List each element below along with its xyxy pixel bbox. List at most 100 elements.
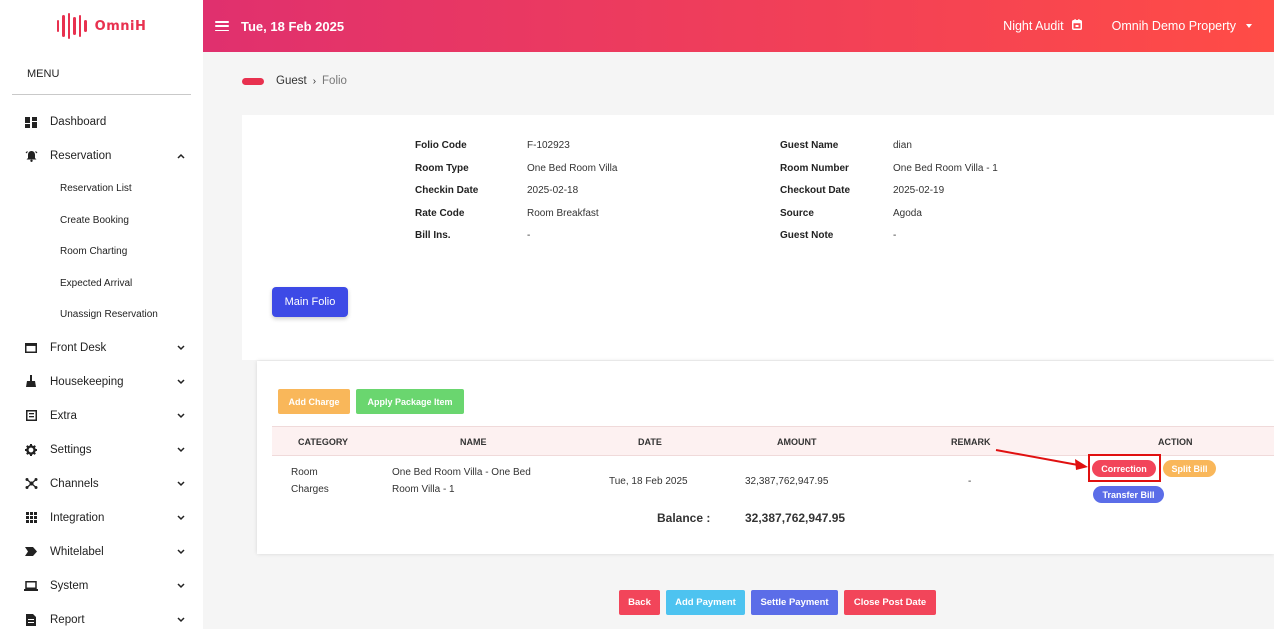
sidebar-item-reservation[interactable]: Reservation bbox=[0, 139, 203, 173]
chevron-down-icon bbox=[176, 479, 186, 489]
col-remark: REMARK bbox=[951, 437, 991, 447]
calendar-icon bbox=[1071, 19, 1082, 33]
report-icon bbox=[24, 613, 38, 627]
bill-ins-label: Bill Ins. bbox=[415, 230, 451, 241]
header-right: Night Audit Omnih Demo Property bbox=[1003, 19, 1274, 33]
guest-name-value: dian bbox=[893, 140, 912, 151]
menu-divider bbox=[12, 94, 191, 95]
bill-ins-value: - bbox=[527, 230, 531, 241]
checkout-date-value: 2025-02-19 bbox=[893, 185, 945, 196]
balance-value: 32,387,762,947.95 bbox=[745, 511, 846, 525]
sidebar-item-housekeeping[interactable]: Housekeeping bbox=[0, 365, 203, 399]
hamburger-icon[interactable] bbox=[215, 21, 229, 31]
guest-note-value: - bbox=[893, 230, 897, 241]
chevron-down-icon bbox=[176, 343, 186, 353]
source-value: Agoda bbox=[893, 208, 922, 219]
chevron-down-icon bbox=[176, 445, 186, 455]
row-date: Tue, 18 Feb 2025 bbox=[609, 476, 688, 487]
split-bill-button[interactable]: Split Bill bbox=[1163, 460, 1216, 477]
charges-table-header: CATEGORY NAME DATE AMOUNT REMARK ACTION bbox=[272, 426, 1274, 456]
sidebar-item-system[interactable]: System bbox=[0, 569, 203, 603]
omnih-logo-icon bbox=[56, 13, 87, 39]
folio-code-value: F-102923 bbox=[527, 140, 570, 151]
chevron-down-icon bbox=[176, 581, 186, 591]
main-folio-tab[interactable]: Main Folio bbox=[272, 287, 348, 317]
back-button[interactable]: Back bbox=[619, 590, 660, 615]
row-remark: - bbox=[968, 476, 972, 487]
sidebar-subitem-reservation-list[interactable]: Reservation List bbox=[60, 183, 132, 195]
settle-payment-button[interactable]: Settle Payment bbox=[751, 590, 838, 615]
brand-logo[interactable]: OmniH bbox=[0, 0, 203, 52]
header-date: Tue, 18 Feb 2025 bbox=[241, 18, 345, 34]
sidebar: OmniH MENU Dashboard Reservation Reserva… bbox=[0, 0, 203, 629]
annotation-arrow-icon bbox=[995, 449, 1088, 470]
row-category: Room Charges bbox=[291, 467, 329, 495]
checkin-date-label: Checkin Date bbox=[415, 185, 479, 196]
folio-code-label: Folio Code bbox=[415, 140, 467, 151]
sidebar-item-label: Whitelabel bbox=[50, 545, 104, 558]
brand-name: OmniH bbox=[94, 18, 147, 34]
breadcrumb-folio: Folio bbox=[322, 75, 347, 87]
property-selector[interactable]: Omnih Demo Property bbox=[1112, 19, 1252, 33]
laptop-icon bbox=[24, 579, 38, 593]
sidebar-item-label: Channels bbox=[50, 477, 99, 490]
correction-highlight-box bbox=[1088, 454, 1161, 482]
sidebar-item-label: System bbox=[50, 579, 89, 592]
balance-label: Balance : bbox=[657, 511, 711, 525]
sidebar-item-label: Extra bbox=[50, 409, 77, 422]
menu-title: MENU bbox=[27, 68, 60, 80]
breadcrumb-separator: › bbox=[312, 75, 317, 87]
sidebar-item-label: Reservation bbox=[50, 150, 112, 162]
close-post-date-button[interactable]: Close Post Date bbox=[844, 590, 936, 615]
add-payment-button[interactable]: Add Payment bbox=[666, 590, 745, 615]
list-icon bbox=[24, 409, 38, 423]
sidebar-subitem-expected-arrival[interactable]: Expected Arrival bbox=[60, 277, 133, 289]
room-number-value: One Bed Room Villa - 1 bbox=[893, 163, 998, 174]
guest-note-label: Guest Note bbox=[780, 230, 834, 241]
chevron-down-icon bbox=[176, 615, 186, 625]
row-name: One Bed Room Villa - One Bed Room Villa … bbox=[392, 467, 531, 495]
sidebar-item-front-desk[interactable]: Front Desk bbox=[0, 331, 203, 365]
sidebar-item-settings[interactable]: Settings bbox=[0, 433, 203, 467]
grid-icon bbox=[24, 511, 38, 525]
rate-code-label: Rate Code bbox=[415, 208, 465, 219]
menu-list: Dashboard Reservation Reservation List C… bbox=[0, 95, 203, 629]
breadcrumb-guest[interactable]: Guest bbox=[276, 75, 307, 87]
sidebar-item-whitelabel[interactable]: Whitelabel bbox=[0, 535, 203, 569]
col-name: NAME bbox=[460, 437, 487, 447]
source-label: Source bbox=[780, 208, 814, 219]
room-type-label: Room Type bbox=[415, 163, 469, 174]
sidebar-item-extra[interactable]: Extra bbox=[0, 399, 203, 433]
room-type-value: One Bed Room Villa bbox=[527, 163, 618, 174]
sidebar-item-label: Dashboard bbox=[50, 116, 107, 128]
network-icon bbox=[24, 477, 38, 491]
tag-icon bbox=[24, 545, 38, 559]
col-category: CATEGORY bbox=[298, 437, 349, 447]
chevron-down-icon bbox=[176, 411, 186, 421]
sidebar-subitem-create-booking[interactable]: Create Booking bbox=[60, 214, 129, 226]
chevron-up-icon bbox=[176, 151, 186, 161]
sidebar-item-dashboard[interactable]: Dashboard bbox=[0, 105, 203, 139]
checkin-date-value: 2025-02-18 bbox=[527, 185, 579, 196]
transfer-bill-button[interactable]: Transfer Bill bbox=[1093, 486, 1164, 503]
folio-info-card: Folio Code F-102923 Room Type One Bed Ro… bbox=[242, 115, 1274, 360]
sidebar-item-integration[interactable]: Integration bbox=[0, 501, 203, 535]
dashboard-icon bbox=[24, 115, 38, 129]
apply-package-item-button[interactable]: Apply Package Item bbox=[356, 389, 464, 414]
property-name: Omnih Demo Property bbox=[1111, 19, 1236, 33]
chevron-down-icon bbox=[176, 377, 186, 387]
chevron-down-icon bbox=[176, 513, 186, 523]
col-date: DATE bbox=[638, 437, 662, 447]
guest-name-label: Guest Name bbox=[780, 140, 839, 151]
correction-button[interactable]: Correction bbox=[1092, 460, 1156, 477]
row-amount: 32,387,762,947.95 bbox=[745, 476, 829, 487]
bell-icon bbox=[24, 149, 38, 163]
sidebar-item-report[interactable]: Report bbox=[0, 603, 203, 629]
sidebar-item-channels[interactable]: Channels bbox=[0, 467, 203, 501]
night-audit-label: Night Audit bbox=[1003, 19, 1064, 33]
sidebar-subitem-room-charting[interactable]: Room Charting bbox=[60, 246, 128, 258]
night-audit-button[interactable]: Night Audit bbox=[1003, 19, 1082, 33]
sidebar-item-label: Settings bbox=[50, 443, 92, 456]
sidebar-subitem-unassign-reservation[interactable]: Unassign Reservation bbox=[60, 309, 158, 321]
add-charge-button[interactable]: Add Charge bbox=[278, 389, 350, 414]
